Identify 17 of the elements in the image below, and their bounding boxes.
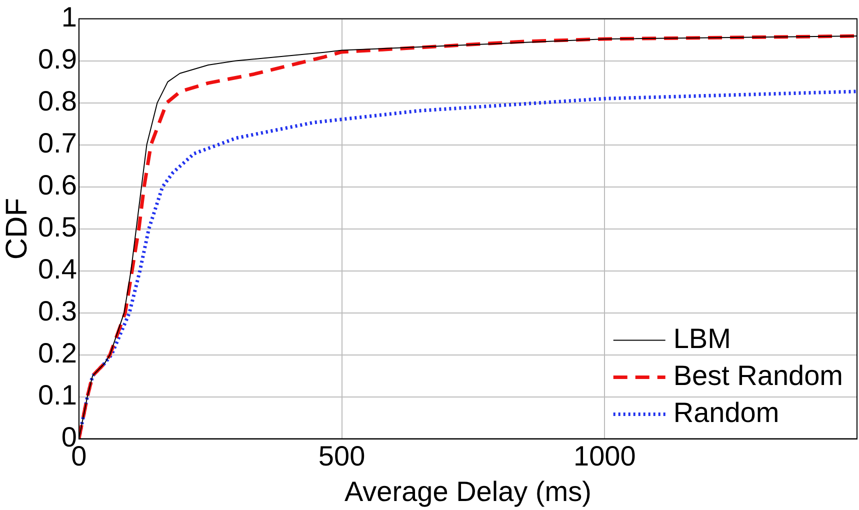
y-tick-label: 0.3 [38, 296, 77, 327]
legend-label: Random [673, 397, 780, 428]
y-tick-label: 0.7 [38, 128, 77, 159]
y-tick-label: 1 [61, 2, 77, 33]
legend-label: Best Random [673, 360, 843, 392]
y-axis-title: CDF [0, 198, 34, 260]
y-tick-label: 0.9 [38, 44, 77, 75]
x-axis-title: Average Delay (ms) [344, 476, 592, 507]
x-tick-label: 500 [318, 440, 366, 472]
y-tick-label: 0.2 [38, 338, 77, 369]
y-tick-label: 0.8 [38, 86, 77, 117]
y-tick-label: 0.4 [38, 254, 77, 285]
y-tick-label: 0.1 [38, 380, 77, 411]
y-tick-label: 0.5 [38, 212, 77, 243]
y-tick-label: 0.6 [38, 170, 77, 201]
legend-label: LBM [673, 323, 731, 354]
x-tick-label: 1000 [574, 440, 636, 472]
